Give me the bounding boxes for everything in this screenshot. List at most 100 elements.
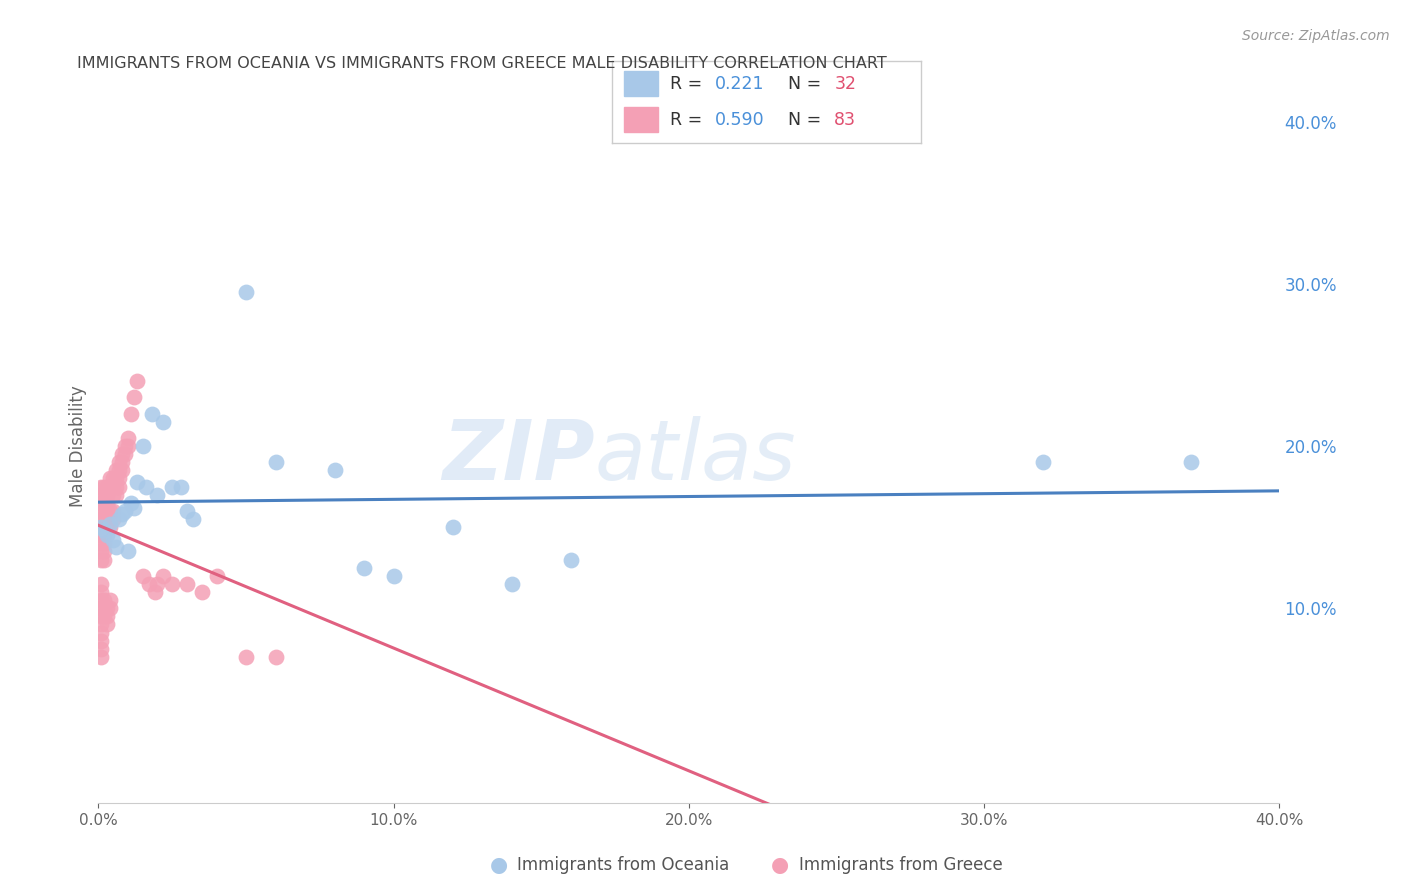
Point [162, 577, 183, 591]
Point [90, 520, 112, 534]
Point [191, 585, 214, 599]
Point [141, 407, 163, 421]
Point [353, 560, 375, 574]
Y-axis label: Male Disability: Male Disability [69, 385, 87, 507]
Text: 0.590: 0.590 [716, 111, 765, 128]
Point [264, 455, 287, 469]
Point [90, 552, 112, 566]
Point [103, 488, 125, 502]
Point [1032, 455, 1054, 469]
Point [98, 593, 121, 607]
Text: ZIP: ZIP [441, 417, 595, 497]
Point [90, 609, 112, 624]
Point [98, 512, 121, 526]
Text: ●: ● [772, 855, 789, 875]
Point [120, 496, 142, 510]
Point [105, 463, 128, 477]
Point [560, 552, 582, 566]
Point [90, 536, 112, 550]
Point [108, 512, 131, 526]
Point [108, 471, 131, 485]
Point [125, 374, 148, 388]
Point [235, 285, 257, 299]
Point [125, 475, 148, 489]
Point [117, 544, 139, 558]
Point [162, 479, 183, 493]
Point [122, 500, 145, 515]
Point [146, 577, 169, 591]
Point [93, 593, 115, 607]
Point [90, 593, 112, 607]
Text: N =: N = [787, 75, 827, 93]
Point [90, 625, 112, 640]
Point [90, 544, 112, 558]
Point [90, 496, 112, 510]
Point [96, 520, 118, 534]
Text: atlas: atlas [595, 417, 796, 497]
Point [105, 488, 128, 502]
Text: IMMIGRANTS FROM OCEANIA VS IMMIGRANTS FROM GREECE MALE DISABILITY CORRELATION CH: IMMIGRANTS FROM OCEANIA VS IMMIGRANTS FR… [77, 56, 887, 71]
Text: ●: ● [491, 855, 508, 875]
Point [96, 479, 118, 493]
Point [120, 407, 142, 421]
Point [135, 479, 157, 493]
Text: 83: 83 [834, 111, 856, 128]
Text: R =: R = [671, 75, 709, 93]
Point [111, 463, 134, 477]
Point [93, 512, 115, 526]
Point [90, 601, 112, 615]
Point [90, 512, 112, 526]
Point [323, 463, 346, 477]
Point [98, 479, 121, 493]
Point [235, 649, 257, 664]
Point [90, 585, 112, 599]
Point [96, 504, 118, 518]
Point [117, 431, 139, 445]
Point [264, 649, 287, 664]
Point [122, 390, 145, 404]
Point [114, 447, 136, 461]
Point [90, 520, 112, 534]
Point [108, 463, 131, 477]
Point [170, 479, 193, 493]
Point [105, 471, 128, 485]
Point [152, 415, 174, 429]
Point [93, 488, 115, 502]
Bar [624, 71, 658, 96]
Point [105, 540, 128, 554]
Point [114, 439, 136, 453]
Point [501, 577, 523, 591]
Point [96, 617, 118, 632]
Point [90, 528, 112, 542]
Point [143, 585, 166, 599]
Point [93, 536, 115, 550]
Point [176, 504, 198, 518]
Point [96, 496, 118, 510]
Point [103, 479, 125, 493]
Point [96, 512, 118, 526]
Point [90, 504, 112, 518]
Point [103, 533, 125, 547]
Point [1180, 455, 1202, 469]
Point [93, 520, 115, 534]
Point [181, 512, 204, 526]
Point [90, 479, 112, 493]
Point [93, 524, 115, 538]
Text: Immigrants from Oceania: Immigrants from Oceania [517, 856, 730, 874]
Point [98, 504, 121, 518]
Point [205, 568, 228, 582]
Point [96, 601, 118, 615]
Point [90, 488, 112, 502]
Point [98, 601, 121, 615]
Point [111, 455, 134, 469]
Point [105, 479, 128, 493]
Text: 32: 32 [834, 75, 856, 93]
Point [96, 609, 118, 624]
Point [98, 516, 121, 531]
Text: R =: R = [671, 111, 709, 128]
Point [103, 512, 125, 526]
Point [93, 609, 115, 624]
Point [176, 577, 198, 591]
Point [90, 577, 112, 591]
Point [90, 649, 112, 664]
